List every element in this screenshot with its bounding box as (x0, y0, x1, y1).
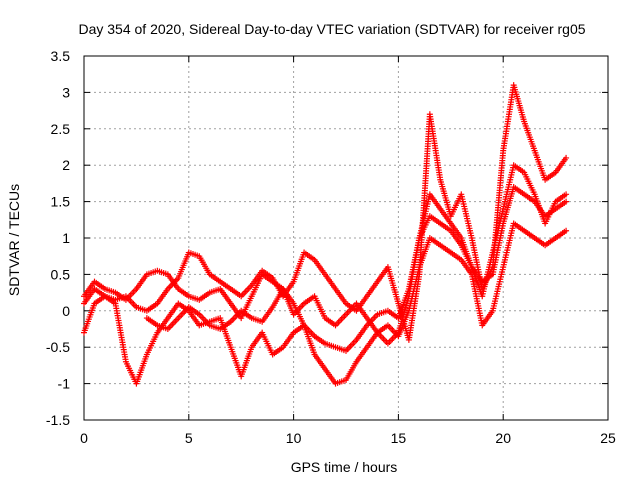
y-tick-label: -0.5 (46, 339, 70, 355)
y-tick-label: 0.5 (51, 266, 71, 282)
x-tick-label: 0 (80, 430, 88, 446)
axis-ticks: 0 5 10 15 20 25 -1.5 -1 -0.5 0 0.5 1 1.5 2 2.5 3 3.5 (46, 48, 616, 446)
chart-title: Day 354 of 2020, Sidereal Day-to-day VTE… (78, 21, 585, 37)
x-tick-label: 5 (185, 430, 193, 446)
data-point (563, 154, 570, 161)
y-tick-label: 3.5 (51, 48, 71, 64)
y-tick-label: 1.5 (51, 194, 71, 210)
x-tick-label: 10 (286, 430, 302, 446)
x-tick-label: 20 (495, 430, 511, 446)
y-tick-label: -1 (58, 376, 71, 392)
data-points (81, 82, 570, 387)
grid (84, 56, 608, 420)
series-track-3 (81, 220, 570, 387)
series-track-4 (143, 184, 570, 354)
y-tick-label: 2.5 (51, 121, 71, 137)
x-tick-label: 25 (600, 430, 616, 446)
y-tick-label: 3 (62, 84, 70, 100)
data-point (563, 191, 570, 198)
y-axis-label: SDTVAR / TECUs (6, 184, 22, 296)
y-tick-label: 0 (62, 303, 70, 319)
y-tick-label: 1 (62, 230, 70, 246)
data-point (563, 198, 570, 205)
x-axis-label: GPS time / hours (291, 459, 398, 475)
y-tick-label: -1.5 (46, 412, 70, 428)
data-point (563, 227, 570, 234)
x-tick-label: 15 (391, 430, 407, 446)
y-tick-label: 2 (62, 157, 70, 173)
